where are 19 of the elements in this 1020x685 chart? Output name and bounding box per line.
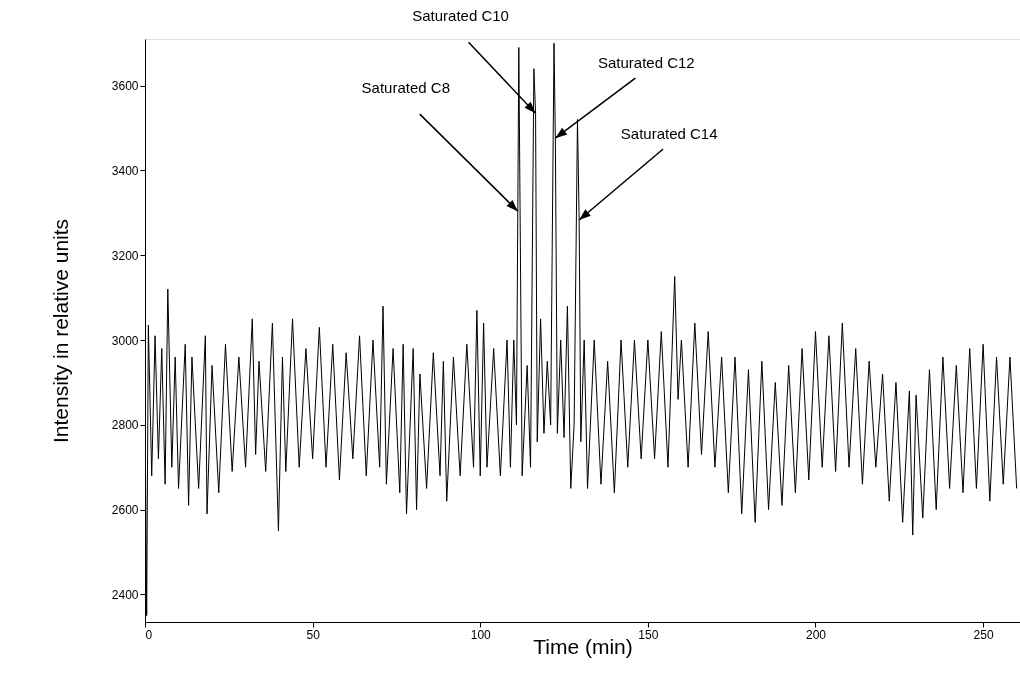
- x-tick-label: 150: [638, 627, 659, 642]
- annotation: Saturated C8: [361, 79, 450, 97]
- annotation: Saturated C12: [597, 54, 695, 72]
- x-tick-label: 50: [306, 627, 321, 642]
- y-tick-label: 2800: [111, 418, 139, 433]
- x-tick-label: 0: [145, 627, 153, 642]
- y-tick-label: 3400: [111, 163, 139, 178]
- x-tick-label: 250: [973, 627, 994, 642]
- y-tick-label: 3000: [111, 333, 139, 348]
- y-tick-label: 3600: [111, 79, 139, 94]
- x-tick-label: 100: [470, 627, 492, 642]
- y-tick-label: 2400: [111, 587, 139, 602]
- y-tick-label: 3200: [111, 248, 139, 263]
- x-tick-label: 200: [805, 627, 827, 642]
- annotation: Saturated C14: [620, 125, 718, 143]
- x-axis-title: Time (min): [533, 634, 633, 658]
- annotation: Saturated C10: [412, 7, 509, 25]
- y-axis-title: Intensity in relative units: [48, 218, 72, 444]
- y-tick-label: 2600: [111, 503, 139, 518]
